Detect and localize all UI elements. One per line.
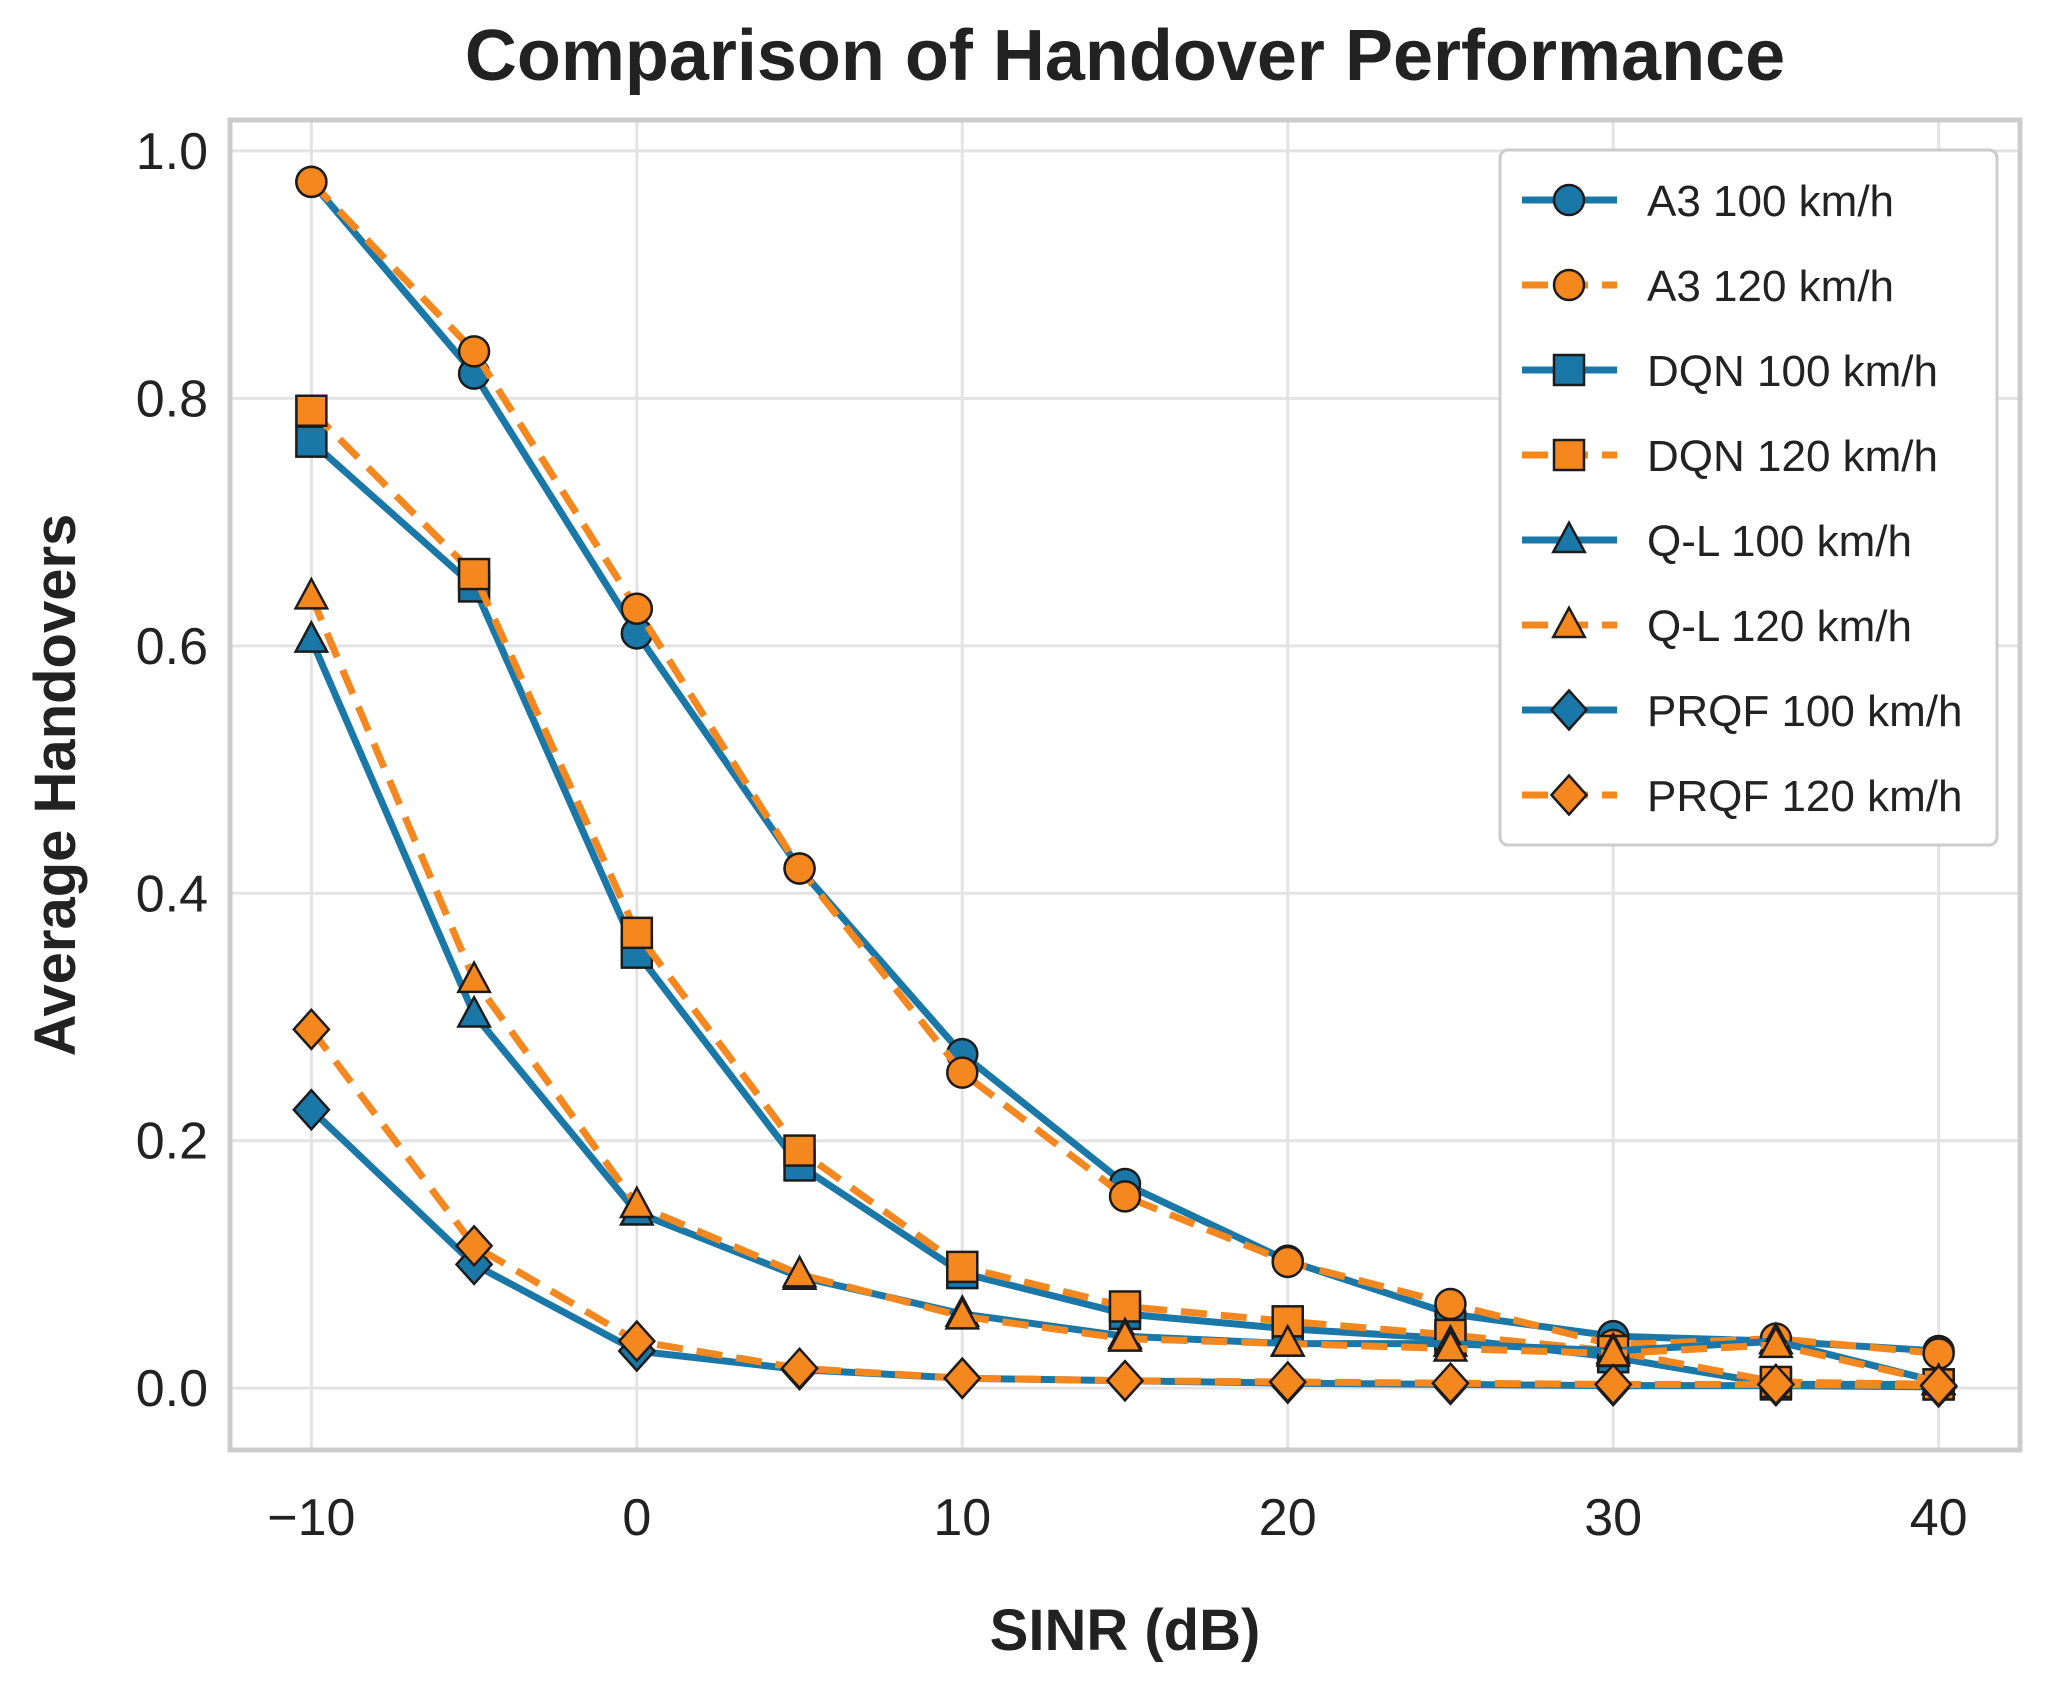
plot-frame (227, 117, 2023, 1453)
data-point (783, 852, 816, 885)
series-prqf-120-km-h (292, 1007, 1958, 1408)
data-point (1756, 1363, 1796, 1406)
legend-label: DQN 120 km/h (1647, 432, 1938, 481)
data-point (946, 1250, 979, 1284)
data-point (292, 1007, 331, 1051)
data-point (780, 1346, 819, 1390)
legend-item: DQN 100 km/h (1522, 347, 1938, 396)
data-point (783, 1134, 816, 1167)
data-point (295, 425, 328, 458)
y-tick-label: 0.6 (136, 618, 208, 676)
data-point (946, 1056, 979, 1089)
legend-label: A3 100 km/h (1647, 177, 1894, 226)
data-point (293, 576, 330, 610)
legend-marker (1551, 520, 1587, 554)
legend-marker (1549, 688, 1589, 732)
legend-marker (1551, 605, 1587, 639)
legend-marker (1549, 773, 1589, 817)
x-axis-label: SINR (dB) (990, 1598, 1261, 1663)
legend-item: Q-L 100 km/h (1522, 517, 1912, 566)
chart-title: Comparison of Handover Performance (465, 16, 1785, 96)
data-point (456, 959, 492, 994)
data-point (295, 165, 328, 199)
legend-label: PRQF 100 km/h (1647, 687, 1962, 736)
data-point (1919, 1364, 1958, 1408)
legend-label: Q-L 120 km/h (1647, 602, 1912, 651)
ticks: 0.0 0.2 0.4 0.6 0.8 1.0 −10 0 10 20 30 40 (136, 123, 1968, 1547)
legend-label: A3 120 km/h (1647, 262, 1894, 311)
legend-item: PRQF 120 km/h (1522, 772, 1962, 821)
legend-item: A3 120 km/h (1522, 262, 1894, 311)
legend-marker (1552, 353, 1586, 387)
data-point (1758, 1324, 1794, 1359)
data-point (454, 1224, 494, 1268)
y-tick-label: 0.4 (136, 865, 208, 923)
data-point (620, 592, 654, 625)
legend-item: Q-L 120 km/h (1522, 602, 1912, 651)
series-layer (292, 165, 1958, 1409)
data-point (1434, 1287, 1467, 1321)
legend-item: A3 100 km/h (1522, 177, 1894, 226)
data-point (944, 1296, 981, 1330)
data-point (1432, 1328, 1469, 1362)
data-point (781, 1254, 818, 1288)
x-tick-label: 10 (933, 1489, 991, 1547)
data-point (1269, 1323, 1306, 1357)
legend: A3 100 km/h A3 120 km/h DQN 100 km/h DQN 12… (1498, 148, 1999, 847)
data-point (1105, 1359, 1145, 1403)
legend-frame (1498, 148, 1999, 847)
legend-label: PRQF 120 km/h (1647, 772, 1962, 821)
data-point (456, 994, 492, 1028)
data-point (457, 335, 491, 368)
data-point (295, 394, 328, 427)
x-tick-label: 0 (622, 1489, 651, 1547)
legend-marker (1552, 183, 1586, 217)
legend-label: DQN 100 km/h (1647, 347, 1938, 396)
data-point (1108, 1180, 1142, 1213)
data-point (620, 916, 654, 950)
data-point (943, 1356, 982, 1400)
legend-marker (1552, 438, 1586, 472)
y-tick-label: 0.0 (136, 1360, 208, 1418)
data-point (618, 1185, 655, 1219)
data-point (293, 619, 330, 653)
x-tick-label: 30 (1584, 1489, 1642, 1547)
data-point (1271, 1245, 1304, 1279)
legend-item: PRQF 100 km/h (1522, 687, 1962, 736)
legend-marker (1552, 268, 1586, 302)
series-line (308, 1027, 1939, 1390)
x-tick-label: 20 (1259, 1489, 1317, 1547)
legend-label: Q-L 100 km/h (1647, 517, 1912, 566)
y-tick-label: 0.2 (136, 1113, 208, 1171)
y-axis-label: Average Handovers (23, 514, 88, 1057)
data-point (457, 557, 491, 591)
data-point (1431, 1361, 1470, 1405)
y-tick-label: 1.0 (136, 123, 208, 181)
x-tick-label: 40 (1910, 1489, 1968, 1547)
x-tick-label: −10 (267, 1489, 355, 1547)
data-point (292, 1088, 331, 1132)
data-point (1593, 1363, 1633, 1406)
data-point (1107, 1318, 1143, 1352)
data-point (617, 1319, 657, 1363)
data-point (1268, 1360, 1307, 1404)
y-tick-label: 0.8 (136, 370, 208, 428)
legend-item: DQN 120 km/h (1522, 432, 1938, 481)
